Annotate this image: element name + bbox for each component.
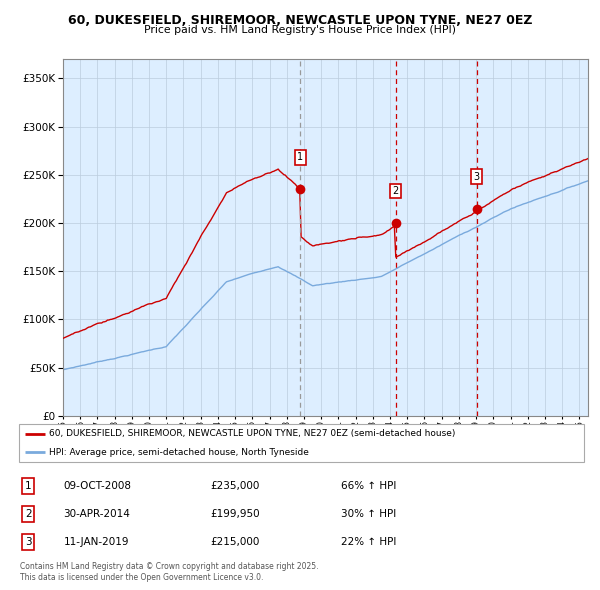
Text: 2: 2 [392, 186, 399, 196]
Text: 30% ↑ HPI: 30% ↑ HPI [341, 509, 397, 519]
Text: Contains HM Land Registry data © Crown copyright and database right 2025.
This d: Contains HM Land Registry data © Crown c… [20, 562, 319, 582]
Text: 2: 2 [25, 509, 32, 519]
Text: £215,000: £215,000 [211, 537, 260, 547]
Text: 1: 1 [25, 481, 32, 491]
Text: 22% ↑ HPI: 22% ↑ HPI [341, 537, 397, 547]
Text: 1: 1 [297, 152, 303, 162]
Text: 30-APR-2014: 30-APR-2014 [64, 509, 130, 519]
Text: £199,950: £199,950 [211, 509, 260, 519]
Text: 60, DUKESFIELD, SHIREMOOR, NEWCASTLE UPON TYNE, NE27 0EZ (semi-detached house): 60, DUKESFIELD, SHIREMOOR, NEWCASTLE UPO… [49, 430, 455, 438]
Text: Price paid vs. HM Land Registry's House Price Index (HPI): Price paid vs. HM Land Registry's House … [144, 25, 456, 35]
Text: 3: 3 [25, 537, 32, 547]
FancyBboxPatch shape [19, 424, 584, 463]
Text: 66% ↑ HPI: 66% ↑ HPI [341, 481, 397, 491]
Text: £235,000: £235,000 [211, 481, 260, 491]
Text: 3: 3 [473, 172, 479, 182]
Text: 11-JAN-2019: 11-JAN-2019 [64, 537, 129, 547]
Text: 60, DUKESFIELD, SHIREMOOR, NEWCASTLE UPON TYNE, NE27 0EZ: 60, DUKESFIELD, SHIREMOOR, NEWCASTLE UPO… [68, 14, 532, 27]
Text: HPI: Average price, semi-detached house, North Tyneside: HPI: Average price, semi-detached house,… [49, 448, 309, 457]
Text: 09-OCT-2008: 09-OCT-2008 [64, 481, 131, 491]
